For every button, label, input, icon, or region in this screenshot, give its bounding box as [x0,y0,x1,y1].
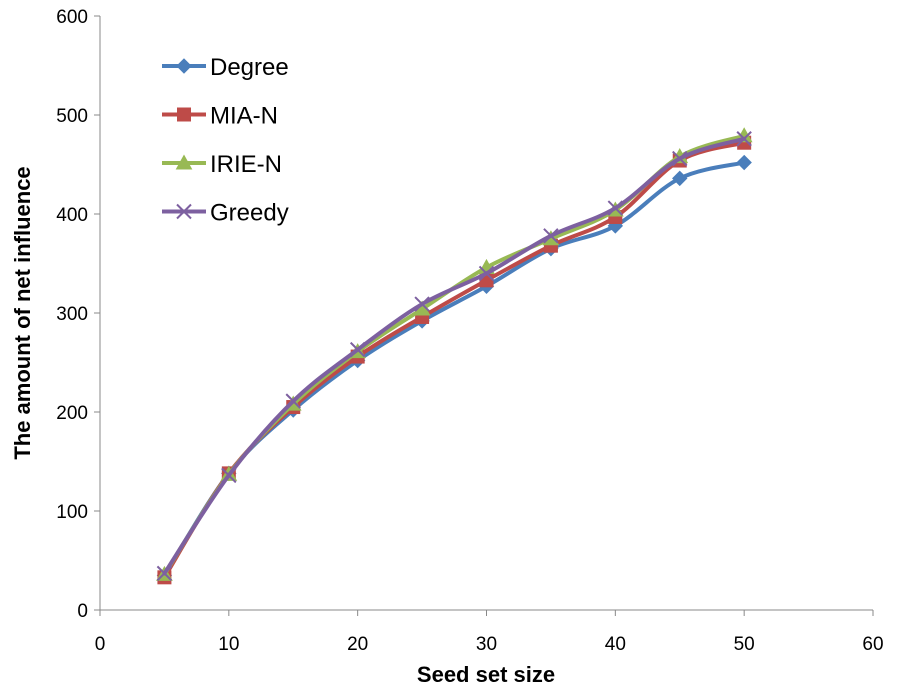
legend-label-irie-n: IRIE-N [210,151,282,178]
y-tick-label: 0 [77,601,88,622]
series-greedy [156,131,752,582]
data-point-greedy [543,228,559,244]
x-tick-label: 20 [347,634,368,655]
data-point-degree [736,154,752,171]
data-point-greedy [736,131,752,147]
data-point-greedy [285,393,301,409]
data-point-greedy [414,296,430,312]
data-point-greedy [156,565,173,582]
x-tick-label: 10 [218,634,239,655]
ticks: 0 100 200 300 400 500 600 0 10 20 30 40 50 60 [56,7,883,655]
x-axis-title: Seed set size [417,662,555,687]
data-point-greedy [349,341,366,358]
y-axis-title: The amount of net influence [10,166,35,459]
x-tick-label: 30 [476,634,497,655]
legend-item-irie-n: IRIE-N [162,151,282,178]
y-tick-label: 500 [56,106,88,127]
data-point-greedy [607,200,624,216]
y-tick-label: 200 [56,403,88,424]
data-point-greedy [672,150,688,167]
y-tick-label: 300 [56,304,88,325]
legend-marker-greedy [176,203,192,220]
legend-item-greedy: Greedy [162,200,289,227]
legend-item-mia-n: MIA-N [162,103,278,130]
legend-label-degree: Degree [210,54,289,81]
y-tick-label: 400 [56,205,88,226]
data-point-greedy [221,467,237,484]
series-irie-n [156,127,753,581]
series-layer [156,127,753,585]
series-line-greedy [162,136,747,576]
data-point-degree [672,170,688,187]
legend: Degree MIA-N IRIE-N Greedy [162,54,289,227]
x-tick-label: 50 [734,634,755,655]
y-tick-label: 100 [56,502,88,523]
x-tick-label: 60 [862,634,883,655]
y-tick-label: 600 [56,7,88,28]
x-tick-label: 40 [605,634,626,655]
legend-label-greedy: Greedy [210,200,289,227]
legend-item-degree: Degree [162,54,289,81]
x-tick-label: 0 [95,634,106,655]
legend-marker-irie-n [175,154,193,170]
legend-marker-degree [176,58,192,74]
legend-marker-mia-n [177,107,191,122]
data-point-greedy [478,265,495,282]
legend-label-mia-n: MIA-N [210,103,278,130]
